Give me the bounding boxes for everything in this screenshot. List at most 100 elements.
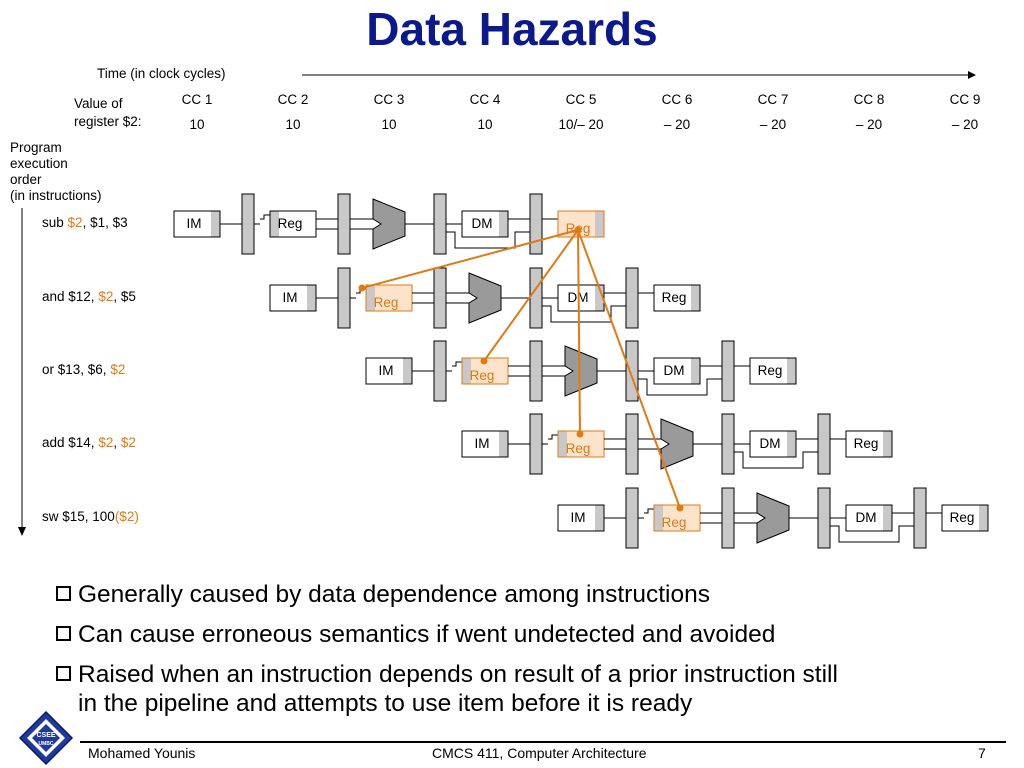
register-value: – 20 bbox=[951, 117, 979, 132]
pipeline-diagram: IM Reg DM Reg IM Reg DM Reg IM Reg DM Reg IM Reg DM Reg… bbox=[18, 71, 989, 549]
cycle-label: CC 7 bbox=[757, 92, 789, 107]
reg-write-stage-shade bbox=[883, 431, 892, 457]
cycle-label: CC 3 bbox=[373, 92, 405, 107]
dm-stage-label: DM bbox=[760, 436, 781, 451]
bullet-text: Can cause erroneous semantics if went un… bbox=[78, 621, 776, 648]
im-stage-label: IM bbox=[379, 363, 394, 378]
program-order-label: Program execution order (in instructions… bbox=[10, 140, 102, 204]
logo-text-top: CSEE bbox=[36, 732, 55, 739]
pipeline-latch bbox=[241, 193, 255, 255]
pipeline-latch bbox=[337, 267, 351, 329]
instruction-text: sub bbox=[42, 215, 68, 230]
reg-read-stage-shade bbox=[366, 285, 375, 311]
register-operand-highlight: $2 bbox=[98, 289, 114, 304]
reg-write-stage-shade bbox=[979, 505, 988, 531]
register-value: – 20 bbox=[855, 117, 883, 132]
reg-write-stage-label: Reg bbox=[854, 436, 879, 451]
dm-stage-shade bbox=[691, 358, 700, 384]
register-value: 10 bbox=[189, 117, 205, 132]
connector-line bbox=[734, 451, 818, 469]
cycle-label: CC 8 bbox=[853, 92, 885, 107]
checkbox-bullet-icon bbox=[56, 626, 71, 641]
im-stage-shade bbox=[595, 505, 604, 531]
csee-logo: CSEE UMBC bbox=[18, 710, 74, 766]
im-stage-shade bbox=[403, 358, 412, 384]
instruction-text: , $1, $3 bbox=[82, 215, 128, 230]
connector-line bbox=[260, 214, 270, 220]
pipeline-latch bbox=[337, 193, 351, 255]
alu-shape bbox=[372, 198, 406, 250]
reg-write-stage-shade bbox=[595, 211, 604, 237]
register-value: 10 bbox=[381, 117, 397, 132]
checkbox-bullet-icon bbox=[56, 586, 71, 601]
reg-write-stage-outline bbox=[749, 357, 797, 385]
pipeline-latch bbox=[529, 413, 543, 475]
dependence-arrow bbox=[361, 229, 579, 289]
connector-line bbox=[638, 378, 722, 396]
pipeline-latch bbox=[433, 340, 447, 402]
reg-write-stage-shade bbox=[787, 358, 796, 384]
reg-read-stage-shade bbox=[270, 211, 279, 237]
im-stage-shade bbox=[211, 211, 220, 237]
dependence-dot bbox=[676, 504, 684, 512]
bullet-item: Raised when an instruction depends on re… bbox=[56, 660, 1016, 718]
pipeline-latch bbox=[433, 193, 447, 255]
program-order-line: Program bbox=[10, 140, 62, 155]
value-label-line2: register $2: bbox=[74, 114, 142, 129]
dm-stage-outline bbox=[749, 430, 797, 458]
program-order-arrowhead bbox=[18, 527, 26, 536]
pipeline-latch bbox=[625, 267, 639, 329]
time-axis-label: Time (in clock cycles) bbox=[97, 66, 226, 81]
register-value: 10 bbox=[477, 117, 493, 132]
reg-read-stage-outline bbox=[653, 504, 701, 532]
pipeline-latch bbox=[721, 340, 735, 402]
reg-write-stage-outline bbox=[653, 284, 701, 312]
instruction-label: sw $15, 100($2) bbox=[42, 509, 139, 524]
im-stage-shade bbox=[499, 431, 508, 457]
register-value: – 20 bbox=[663, 117, 691, 132]
dependence-arrow bbox=[483, 229, 579, 362]
pipeline-latch bbox=[817, 487, 831, 549]
register-value: 10/– 20 bbox=[558, 117, 604, 132]
register-operand-highlight: $2 bbox=[67, 215, 83, 230]
reg-read-stage-label: Reg bbox=[278, 216, 303, 231]
pipeline-latch bbox=[625, 413, 639, 475]
reg-write-stage-label: Reg bbox=[950, 510, 975, 525]
program-order-line: execution bbox=[10, 156, 68, 171]
reg-read-stage-shade bbox=[558, 431, 567, 457]
dm-stage-label: DM bbox=[664, 363, 685, 378]
footer-divider bbox=[80, 741, 1006, 743]
time-axis-arrowhead bbox=[968, 71, 976, 79]
reg-read-stage-label: Reg bbox=[662, 515, 687, 530]
alu-shape bbox=[564, 345, 598, 397]
program-order-line: order bbox=[10, 172, 42, 187]
dm-stage-shade bbox=[595, 285, 604, 311]
instruction-label: or $13, $6, $2 bbox=[42, 362, 125, 377]
dependence-dot bbox=[480, 357, 488, 365]
im-stage-label: IM bbox=[475, 436, 490, 451]
register-value: 10 bbox=[285, 117, 301, 132]
pipeline-latch bbox=[625, 487, 639, 549]
cycle-label: CC 4 bbox=[469, 92, 501, 107]
footer-course: CMCS 411, Computer Architecture bbox=[432, 745, 647, 761]
alu-shape bbox=[660, 418, 694, 470]
im-stage-label: IM bbox=[571, 510, 586, 525]
dependence-source-dot bbox=[574, 226, 582, 234]
instruction-text: add $14, bbox=[42, 435, 99, 450]
connector-line bbox=[542, 305, 626, 323]
reg-read-stage-label: Reg bbox=[374, 295, 399, 310]
pipeline-latch bbox=[625, 340, 639, 402]
register-operand-highlight: $2 bbox=[98, 435, 114, 450]
reg-read-stage-label: Reg bbox=[470, 368, 495, 383]
dependence-dot bbox=[358, 284, 366, 292]
slide-title: Data Hazards bbox=[366, 3, 658, 55]
reg-write-stage-outline bbox=[941, 504, 989, 532]
dm-stage-label: DM bbox=[856, 510, 877, 525]
im-stage-shade bbox=[307, 285, 316, 311]
register-operand-highlight: $2 bbox=[110, 362, 126, 377]
dm-stage-label: DM bbox=[472, 216, 493, 231]
footer-author: Mohamed Younis bbox=[88, 745, 196, 761]
register-value: – 20 bbox=[759, 117, 787, 132]
reg-read-stage-label: Reg bbox=[566, 441, 591, 456]
bullet-item: Can cause erroneous semantics if went un… bbox=[56, 620, 1016, 649]
